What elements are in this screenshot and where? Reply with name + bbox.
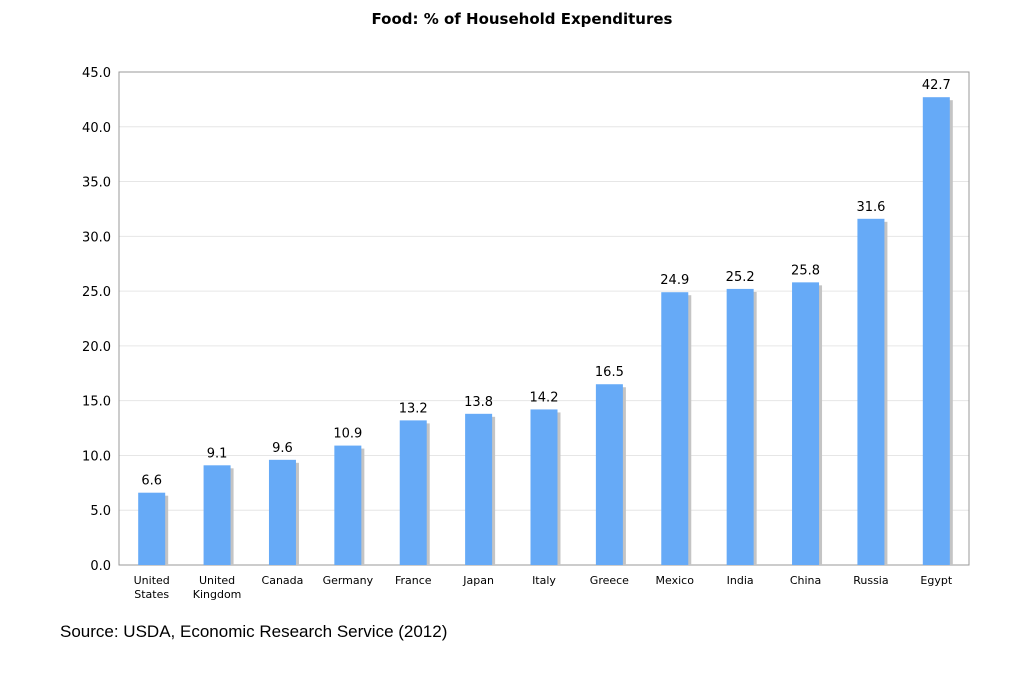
data-label: 16.5	[595, 365, 624, 380]
bar	[726, 288, 754, 565]
category-label: Italy	[532, 574, 556, 587]
category-label: Mexico	[656, 574, 695, 587]
bar	[922, 97, 950, 565]
y-tick-label: 20.0	[82, 340, 111, 355]
chart-title: Food: % of Household Expenditures	[371, 10, 673, 28]
data-label: 14.2	[530, 390, 559, 405]
category-label: Germany	[323, 574, 374, 587]
data-labels: 6.6 9.1 9.6 10.9 13.2 13.8 14.2 16.5 24.9 25.2 25.…	[141, 78, 950, 488]
y-tick-label: 5.0	[90, 504, 111, 519]
data-label: 42.7	[922, 78, 951, 93]
bar	[792, 282, 820, 565]
y-tick-label: 10.0	[82, 449, 111, 464]
bar	[268, 459, 296, 565]
data-label: 25.2	[726, 270, 755, 285]
y-tick-label: 15.0	[82, 395, 111, 410]
bars	[138, 97, 953, 565]
data-label: 31.6	[856, 200, 885, 215]
source-note: Source: USDA, Economic Research Service …	[60, 622, 448, 641]
bar	[399, 420, 427, 565]
bar	[530, 409, 558, 565]
data-label: 9.1	[207, 446, 228, 461]
bar	[595, 384, 623, 565]
category-label: France	[395, 574, 432, 587]
category-label: India	[727, 574, 754, 587]
category-label: Greece	[590, 574, 629, 587]
bar	[857, 218, 885, 565]
bar	[661, 292, 689, 565]
y-tick-label: 35.0	[82, 176, 111, 191]
data-label: 13.2	[399, 401, 428, 416]
category-label: United	[134, 574, 170, 587]
y-tick-label: 25.0	[82, 285, 111, 300]
category-label: Japan	[462, 574, 494, 587]
category-label: Egypt	[920, 574, 952, 587]
data-label: 24.9	[660, 273, 689, 288]
data-label: 9.6	[272, 441, 293, 456]
data-label: 10.9	[333, 427, 362, 442]
bar	[334, 445, 362, 565]
category-label: China	[790, 574, 821, 587]
bar	[465, 413, 493, 565]
y-tick-label: 40.0	[82, 121, 111, 136]
bar	[203, 465, 231, 565]
bar	[138, 492, 166, 565]
category-label: United	[199, 574, 235, 587]
category-label: States	[134, 588, 169, 601]
data-label: 13.8	[464, 395, 493, 410]
data-label: 25.8	[791, 263, 820, 278]
y-tick-label: 30.0	[82, 230, 111, 245]
data-label: 6.6	[141, 474, 162, 489]
y-tick-label: 0.0	[90, 559, 111, 574]
category-label: Canada	[262, 574, 304, 587]
category-label: Kingdom	[193, 588, 242, 601]
y-tick-label: 45.0	[82, 66, 111, 81]
y-axis-ticks: 0.0 5.0 10.0 15.0 20.0 25.0 30.0 35.0 40.0 45.0	[82, 66, 111, 574]
category-label: Russia	[853, 574, 888, 587]
